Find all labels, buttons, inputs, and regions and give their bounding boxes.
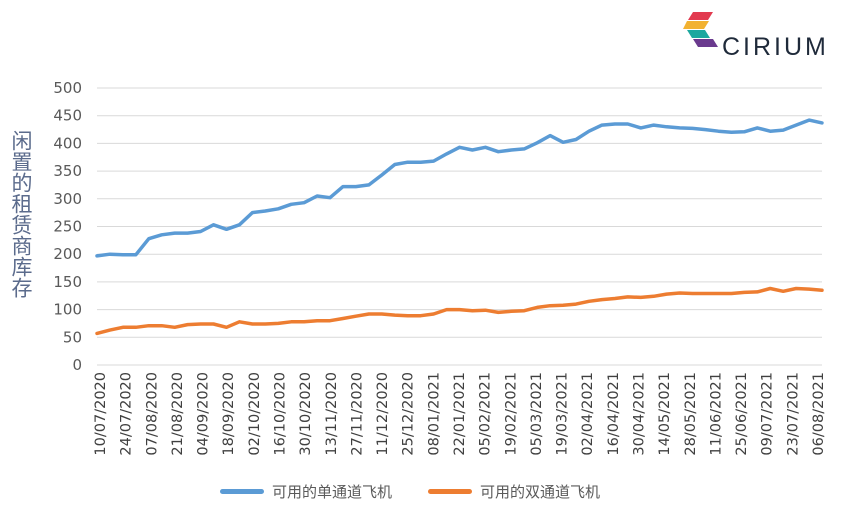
x-tick-label: 11/06/2021 xyxy=(708,372,724,456)
x-tick-label: 19/02/2021 xyxy=(503,372,519,456)
legend-label-narrowbody: 可用的单通道飞机 xyxy=(272,482,393,501)
x-tick-label: 18/09/2020 xyxy=(221,372,237,456)
y-tick-label: 500 xyxy=(53,79,82,97)
x-tick-label: 02/04/2021 xyxy=(580,372,596,456)
x-axis-ticks: 10/07/2020 24/07/2020 07/08/2020 21/08/2020… xyxy=(93,372,827,456)
x-tick-label: 25/06/2021 xyxy=(734,372,750,456)
x-tick-label: 19/03/2021 xyxy=(555,372,571,456)
x-tick-label: 27/11/2020 xyxy=(349,372,365,456)
y-tick-label: 200 xyxy=(53,245,82,263)
x-tick-label: 22/01/2021 xyxy=(452,372,468,456)
legend: 可用的单通道飞机 可用的双通道飞机 xyxy=(220,480,600,502)
y-tick-label: 100 xyxy=(53,301,82,319)
x-tick-label: 07/08/2020 xyxy=(144,372,160,456)
x-tick-label: 04/09/2020 xyxy=(196,372,212,456)
y-axis-title: 闲置的租赁商库存 xyxy=(9,130,33,298)
series-line-1 xyxy=(95,286,824,336)
x-tick-label: 11/12/2020 xyxy=(375,372,391,456)
series-line-0 xyxy=(95,118,824,258)
y-tick-label: 400 xyxy=(53,134,82,152)
x-tick-label: 05/02/2021 xyxy=(478,372,494,456)
y-tick-label: 350 xyxy=(53,162,82,180)
x-tick-label: 16/10/2020 xyxy=(273,372,289,456)
x-tick-label: 28/05/2021 xyxy=(683,372,699,456)
series-lines xyxy=(95,118,824,336)
y-tick-label: 0 xyxy=(72,356,82,374)
x-tick-label: 24/07/2020 xyxy=(119,372,135,456)
cirium-logo-icon xyxy=(683,12,718,47)
x-tick-label: 16/04/2021 xyxy=(606,372,622,456)
x-tick-label: 10/07/2020 xyxy=(93,372,109,456)
x-tick-label: 14/05/2021 xyxy=(657,372,673,456)
y-tick-label: 250 xyxy=(53,218,82,236)
x-tick-label: 30/04/2021 xyxy=(632,372,648,456)
x-tick-label: 06/08/2021 xyxy=(811,372,827,456)
cirium-logo xyxy=(683,12,843,62)
x-tick-label: 21/08/2020 xyxy=(170,372,186,456)
y-tick-label: 300 xyxy=(53,190,82,208)
x-tick-label: 05/03/2021 xyxy=(529,372,545,456)
y-tick-label: 50 xyxy=(63,328,82,346)
x-tick-label: 08/01/2021 xyxy=(426,372,442,456)
y-axis-ticks: 0 50 100 150 200 250 300 350 400 450 500 xyxy=(53,79,82,374)
y-tick-label: 150 xyxy=(53,273,82,291)
brand-name: CIRIUM xyxy=(722,33,829,61)
x-tick-label: 23/07/2021 xyxy=(785,372,801,456)
legend-label-widebody: 可用的双通道飞机 xyxy=(480,482,601,501)
y-tick-label: 450 xyxy=(53,107,82,125)
x-tick-label: 30/10/2020 xyxy=(298,372,314,456)
x-tick-label: 09/07/2021 xyxy=(760,372,776,456)
legend-swatch-widebody xyxy=(428,488,473,494)
x-tick-label: 25/12/2020 xyxy=(401,372,417,456)
x-tick-label: 13/11/2020 xyxy=(324,372,340,456)
legend-swatch-narrowbody xyxy=(220,488,264,494)
x-tick-label: 02/10/2020 xyxy=(247,372,263,456)
